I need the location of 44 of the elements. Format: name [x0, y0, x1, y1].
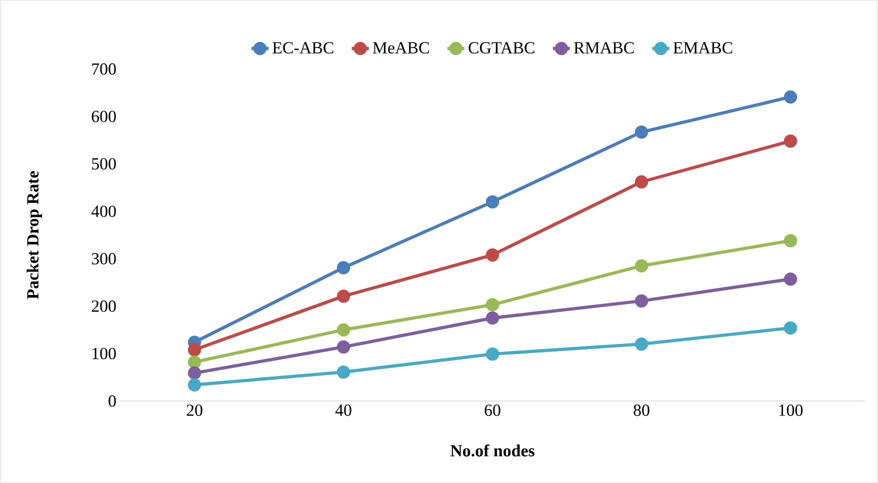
point — [784, 234, 798, 248]
point — [784, 321, 798, 335]
x-tick-label: 100 — [779, 404, 803, 416]
point — [486, 195, 500, 208]
point — [634, 125, 648, 139]
point — [634, 294, 648, 308]
y-tick-label: 0 — [108, 395, 116, 407]
point — [634, 259, 648, 272]
legend-label: MeABC — [372, 42, 429, 54]
point — [188, 378, 202, 392]
point — [188, 356, 202, 369]
x-axis-title: No.of nodes — [450, 444, 534, 457]
point — [188, 343, 202, 356]
legend-label: CGTABC — [468, 42, 534, 54]
x-tick-label: 80 — [634, 404, 650, 416]
point — [486, 298, 500, 312]
legend-label: RMABC — [574, 42, 634, 54]
point — [188, 366, 202, 380]
y-axis-title: Packet Drop Rate — [26, 171, 42, 299]
legend-label: EC-ABC — [272, 42, 334, 54]
y-tick-label: 300 — [92, 252, 116, 264]
point — [336, 323, 350, 336]
y-tick-label: 600 — [92, 110, 116, 122]
point — [634, 175, 648, 188]
x-tick-label: 40 — [335, 404, 352, 416]
x-tick-label: 60 — [484, 404, 500, 416]
point — [784, 90, 798, 104]
point — [634, 337, 648, 351]
x-tick-label: 20 — [186, 404, 202, 416]
point — [336, 261, 350, 274]
point — [336, 365, 350, 379]
y-tick-label: 500 — [92, 158, 116, 170]
point — [784, 272, 798, 286]
y-tick-label: 400 — [91, 206, 116, 218]
legend-label: EMABC — [673, 42, 732, 54]
point — [486, 311, 500, 325]
y-tick-label: 200 — [92, 300, 116, 312]
y-tick-label: 700 — [92, 63, 116, 75]
point — [336, 340, 350, 354]
y-tick-label: 100 — [92, 348, 116, 360]
point — [784, 134, 798, 148]
point — [336, 290, 350, 303]
point — [486, 248, 500, 262]
point — [486, 347, 500, 361]
